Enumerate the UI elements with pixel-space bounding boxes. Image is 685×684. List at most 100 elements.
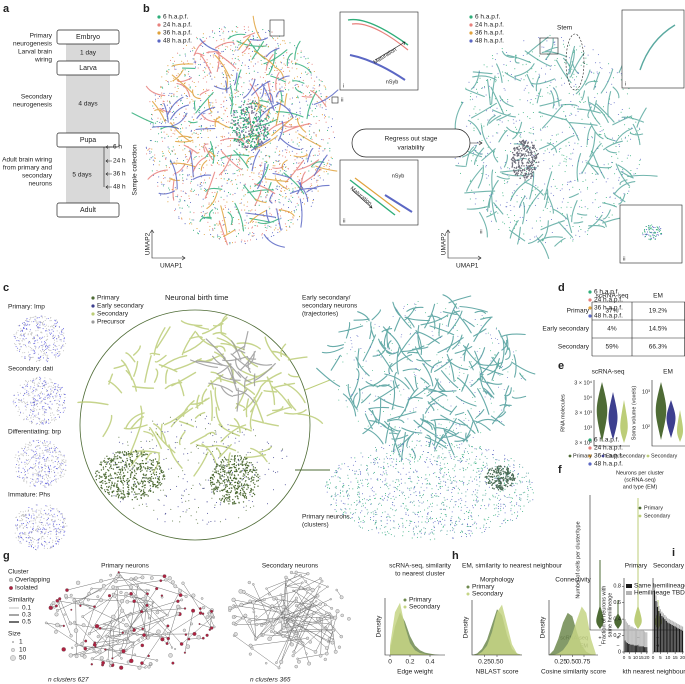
legend-label: Precursor: [97, 319, 126, 326]
legend-dot: [588, 438, 592, 442]
network-node: [326, 585, 329, 588]
legend-dot: [588, 306, 592, 310]
network-node: [137, 639, 140, 642]
network-node: [339, 595, 344, 600]
network-node: [120, 657, 123, 660]
network-node: [141, 627, 145, 631]
network-node: [182, 628, 186, 632]
network-node: [126, 660, 130, 664]
legend-dot: [157, 15, 161, 19]
network-node: [272, 597, 276, 601]
bar: [661, 615, 663, 652]
marker-label: Secondary: dati: [8, 366, 53, 373]
network-node: [71, 646, 74, 649]
network-node: [176, 611, 180, 616]
network-node: [315, 600, 318, 603]
network-node: [82, 652, 86, 655]
bar: [639, 629, 641, 647]
network-node: [126, 639, 131, 644]
network-node: [260, 633, 263, 636]
network-node: [306, 572, 310, 576]
stage-box: [56, 29, 120, 45]
bar: [626, 642, 628, 652]
event-text: Adult brain wiring: [2, 157, 52, 164]
column-header: EM: [653, 293, 663, 300]
bar: [642, 630, 644, 647]
network-node: [134, 594, 138, 598]
network-node: [190, 622, 193, 626]
network-node: [144, 594, 148, 598]
network-node: [136, 633, 139, 636]
legend-label: 36 h.a.p.f.: [594, 305, 623, 312]
network-node: [278, 620, 282, 624]
network-node: [80, 601, 84, 605]
network-node: [64, 593, 68, 598]
legend-dot: [9, 586, 13, 590]
network-node: [109, 660, 114, 665]
chart-title: Secondary: [653, 563, 685, 570]
network-node: [312, 611, 316, 615]
network-node: [265, 662, 268, 665]
row-label: Primary: [567, 308, 590, 315]
network-node: [210, 609, 214, 613]
network-node: [318, 585, 321, 588]
legend-title: Similarity: [8, 597, 35, 604]
network-node: [108, 664, 112, 668]
network-node: [274, 597, 278, 601]
y-tick-label: 0.6: [613, 600, 621, 606]
network-node: [170, 646, 174, 649]
network-node: [148, 662, 152, 666]
legend-label: 10: [19, 647, 27, 654]
x-axis-label: Cosine similarity score: [541, 669, 606, 676]
network-node: [76, 600, 80, 604]
legend-label: 6 h.a.p.f.: [594, 289, 619, 296]
bar: [667, 618, 669, 623]
axis: [593, 380, 630, 447]
network-node: [252, 583, 255, 586]
network-node: [163, 632, 167, 636]
network-node: [247, 619, 252, 623]
chart-title: Connectivity: [555, 577, 591, 584]
network-node: [83, 646, 88, 651]
network-node: [296, 657, 299, 660]
inset-trajectory: [347, 18, 409, 46]
legend-label: 50: [19, 655, 27, 662]
network-node: [292, 589, 295, 592]
network-node: [87, 632, 91, 636]
network-node: [155, 659, 159, 662]
arrow: [470, 140, 483, 146]
network-node: [255, 622, 259, 627]
legend-dot: [588, 290, 592, 294]
network-node: [147, 654, 150, 658]
network-node: [160, 594, 164, 597]
legend-dot: [638, 514, 642, 518]
bar: [656, 601, 659, 607]
umap-points: [13, 315, 65, 362]
network-node: [118, 575, 123, 579]
network-node: [111, 614, 116, 620]
marker-label: Immature: Phs: [8, 492, 51, 499]
panel-label: e: [558, 360, 564, 372]
network-node: [209, 612, 214, 617]
umap-points: [209, 455, 260, 505]
network-node: [116, 639, 119, 643]
legend-dot: [91, 312, 95, 316]
network-node: [273, 630, 277, 635]
cell: 19.2%: [649, 308, 668, 315]
network-node: [274, 606, 277, 610]
inset-box: [339, 11, 419, 91]
legend-dot: [588, 462, 592, 466]
network-node: [96, 635, 100, 639]
umap-points: [642, 224, 662, 241]
network-node: [252, 610, 256, 614]
network-node: [183, 651, 186, 654]
network-node: [81, 623, 86, 628]
legend-label: Early secondary: [97, 303, 144, 310]
network-node: [92, 648, 96, 652]
subtitle: and type (EM): [623, 484, 658, 490]
legend-label: 24 h.a.p.f.: [594, 297, 623, 304]
network-node: [191, 608, 196, 613]
legend-label: 48 h.a.p.f.: [475, 38, 504, 45]
network-node: [166, 632, 170, 636]
network-node: [111, 657, 114, 660]
